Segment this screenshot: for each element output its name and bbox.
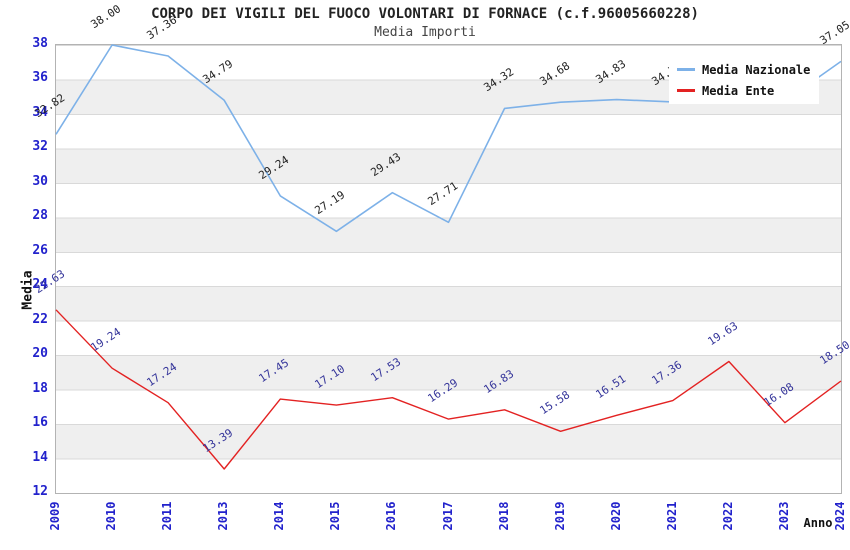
y-tick-label-28: 28: [32, 208, 48, 224]
y-tick-label-26: 26: [32, 242, 48, 258]
legend-swatch-media-ente: [677, 89, 695, 92]
x-tick-label-2013: 2013: [216, 501, 231, 531]
x-tick-label-2014: 2014: [272, 501, 287, 531]
x-tick-label-2024: 2024: [833, 501, 847, 531]
x-tick-label-2009: 2009: [48, 501, 62, 531]
y-tick-label-38: 38: [32, 36, 48, 51]
legend-item-media-ente: Media Ente: [677, 82, 810, 99]
y-tick-label-20: 20: [32, 346, 48, 362]
chart-svg: [55, 44, 842, 470]
legend-label-media-ente: Media Ente: [702, 83, 775, 98]
y-tick-label-36: 36: [32, 70, 48, 86]
point-label-nazionale-2024: 37.05: [817, 18, 850, 48]
plot-area: 32.82 38.00 37.36 34.79 29.24 27.19 29.43 27.71…: [32, 2, 850, 494]
legend-swatch-media-nazionale: [677, 68, 695, 71]
y-tick-label-34: 34: [32, 104, 48, 120]
x-tick-label-2023: 2023: [776, 501, 791, 531]
x-tick-label-2010: 2010: [104, 501, 119, 531]
x-tick-label-2018: 2018: [496, 501, 511, 531]
x-tick-label-2021: 2021: [664, 501, 679, 531]
legend-item-media-nazionale: Media Nazionale: [677, 61, 810, 78]
media-ente-line: [55, 309, 842, 470]
x-axis-title: Anno: [803, 516, 833, 530]
y-tick-label-24: 24: [32, 277, 48, 293]
y-tick-label-18: 18: [32, 380, 48, 396]
x-tick-label-2015: 2015: [328, 501, 343, 531]
y-tick-label-12: 12: [32, 484, 48, 499]
x-tick-label-2022: 2022: [720, 501, 735, 531]
x-tick-label-2016: 2016: [384, 501, 399, 531]
y-tick-label-32: 32: [32, 139, 48, 155]
chart-title: CORPO DEI VIGILI DEL FUOCO VOLONTARI DI …: [151, 6, 699, 22]
x-tick-label-2020: 2020: [608, 501, 623, 531]
y-tick-label-14: 14: [32, 449, 48, 465]
x-tick-label-2017: 2017: [440, 501, 455, 531]
x-tick-label-2011: 2011: [160, 501, 175, 531]
chart-subtitle: Media Importi: [374, 25, 476, 40]
y-tick-label-16: 16: [32, 415, 48, 431]
x-tick-label-2019: 2019: [552, 501, 567, 531]
legend: Media Nazionale Media Ente: [669, 56, 820, 104]
y-tick-label-30: 30: [32, 173, 48, 189]
legend-label-media-nazionale: Media Nazionale: [702, 62, 811, 77]
y-tick-label-22: 22: [32, 311, 48, 327]
